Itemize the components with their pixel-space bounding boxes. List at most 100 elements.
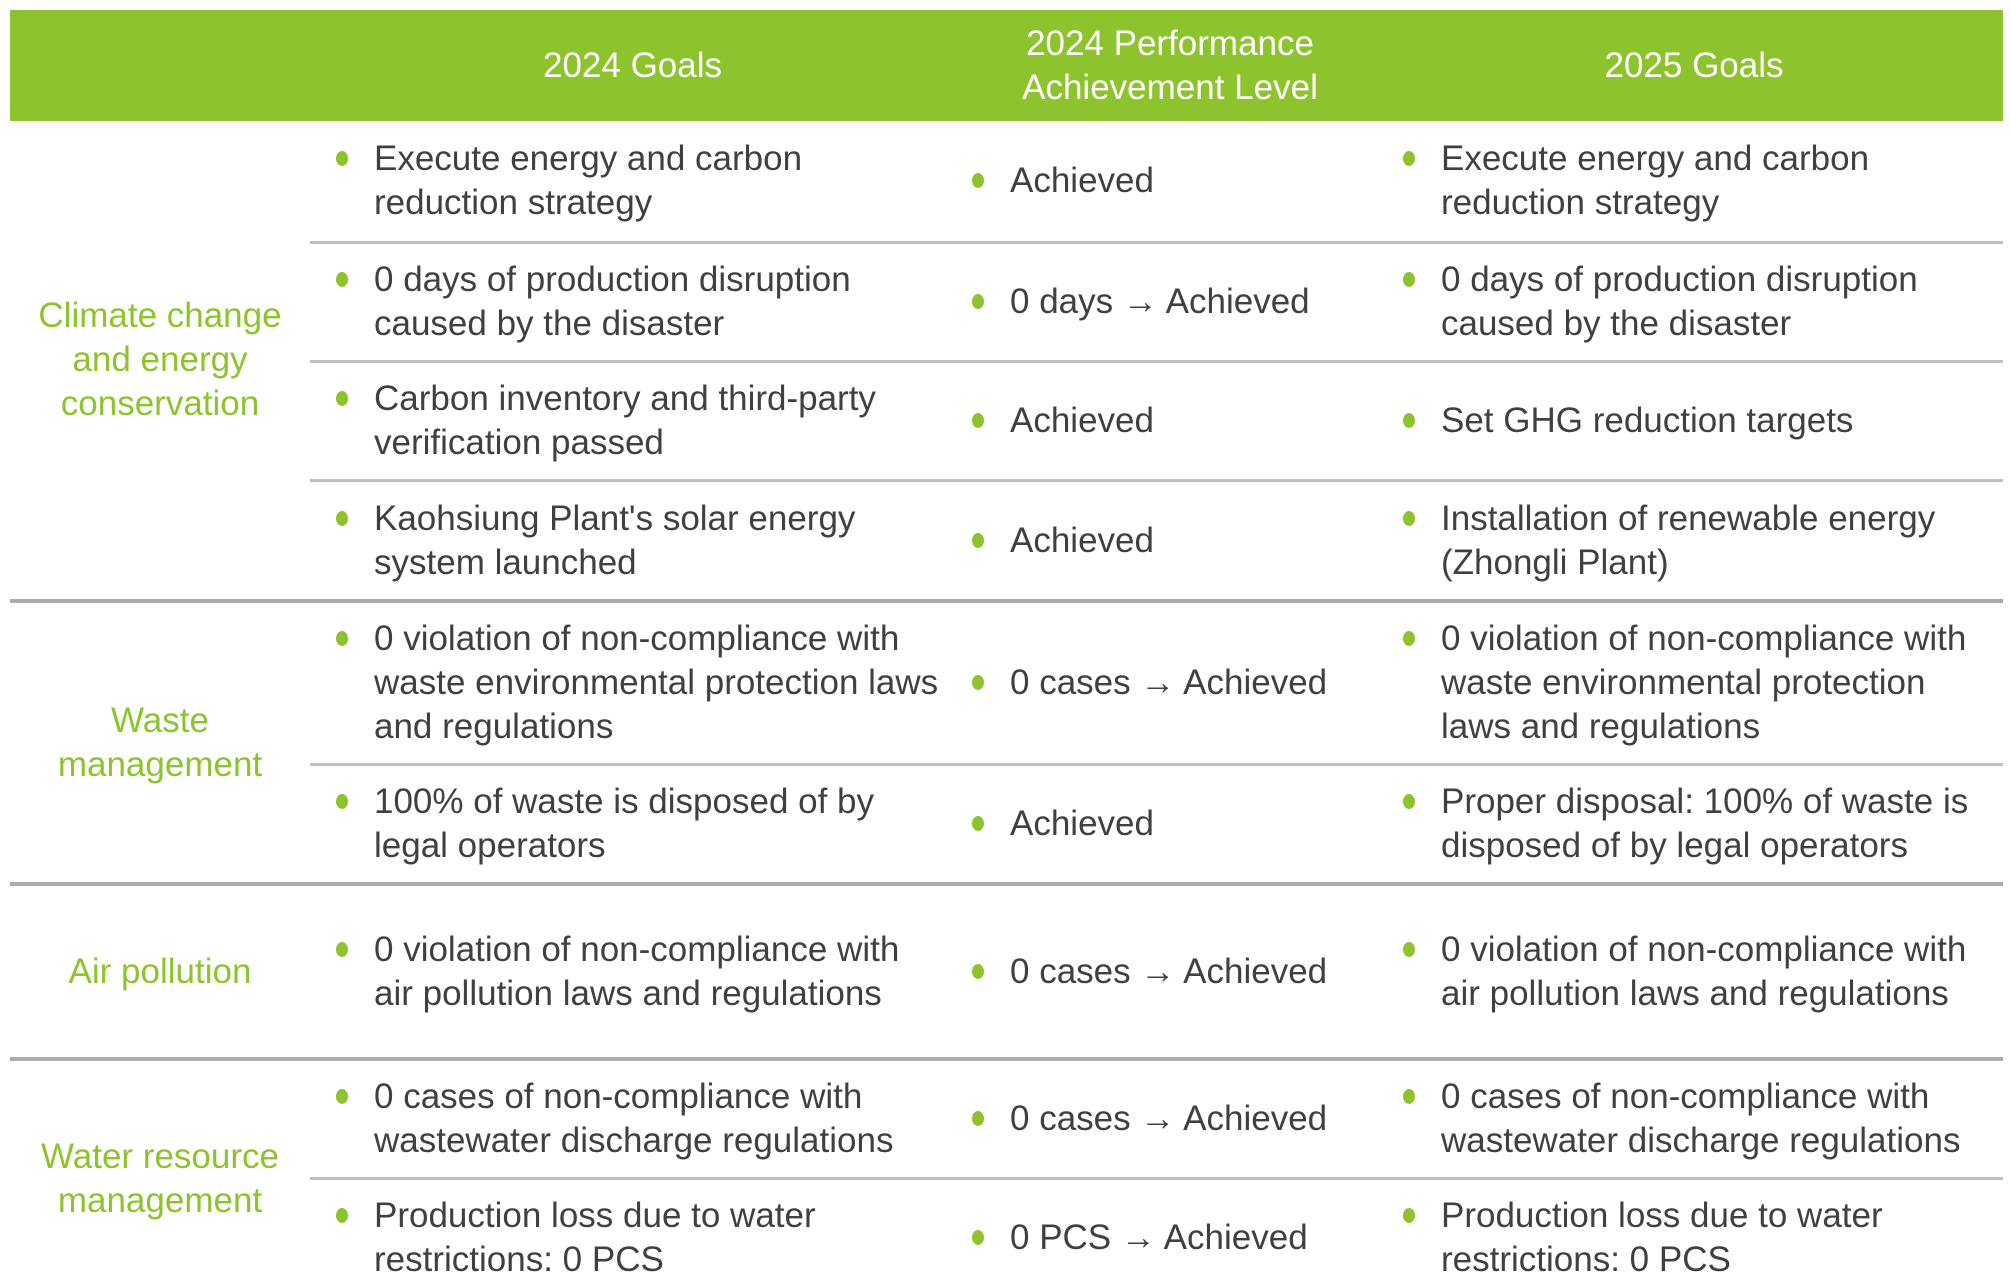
bullet-dot-icon bbox=[1403, 510, 1415, 526]
goal-2024-cell: 0 violation of non-compliance with waste… bbox=[310, 603, 955, 763]
category-label-water: Water resource management bbox=[41, 1136, 279, 1220]
goal-2025-cell: 0 days of production disruption caused b… bbox=[1385, 244, 2003, 360]
performance-cell: 0 cases → Achieved bbox=[955, 647, 1385, 719]
performance-cell: 0 cases → Achieved bbox=[955, 1083, 1385, 1155]
bullet-dot-icon bbox=[336, 1089, 348, 1104]
table-row: Carbon inventory and third-party verific… bbox=[310, 360, 2003, 479]
bullet-dot-icon bbox=[972, 963, 984, 979]
goal-2024-text: Execute energy and carbon reduction stra… bbox=[374, 139, 803, 222]
goal-2025-cell: 0 violation of non-compliance with air p… bbox=[1385, 914, 2003, 1030]
goal-2025-cell: Set GHG reduction targets bbox=[1385, 385, 2003, 457]
group-rows: 0 violation of non-compliance with air p… bbox=[310, 886, 2003, 1057]
category-label-climate: Climate change and energy conservation bbox=[38, 296, 282, 423]
bullet-dot-icon bbox=[336, 631, 348, 646]
goal-2025-text: Installation of renewable energy (Zhongl… bbox=[1441, 498, 1936, 582]
goal-2024-text: 100% of waste is disposed of by legal op… bbox=[374, 782, 875, 865]
goal-2025-text: Execute energy and carbon reduction stra… bbox=[1441, 139, 1870, 222]
performance-text: 0 cases → Achieved bbox=[1010, 663, 1328, 702]
esg-goals-table: 2024 Goals 2024 Performance Achievement … bbox=[10, 10, 2003, 1284]
goal-2024-text: 0 violation of non-compliance with waste… bbox=[374, 619, 939, 746]
bullet-dot-icon bbox=[336, 151, 348, 166]
performance-cell: Achieved bbox=[955, 505, 1385, 577]
bullet-dot-icon bbox=[1403, 794, 1415, 809]
goal-2025-text: Proper disposal: 100% of waste is dispos… bbox=[1441, 782, 1969, 865]
goal-2025-text: 0 cases of non-compliance with wastewate… bbox=[1441, 1077, 1961, 1160]
performance-text: 0 cases → Achieved bbox=[1010, 1099, 1328, 1138]
bullet-dot-icon bbox=[972, 816, 984, 831]
table-row: 0 violation of non-compliance with waste… bbox=[310, 603, 2003, 763]
table-row: 100% of waste is disposed of by legal op… bbox=[310, 763, 2003, 882]
bullet-dot-icon bbox=[336, 272, 348, 287]
table-row: 0 days of production disruption caused b… bbox=[310, 241, 2003, 360]
group-rows: Execute energy and carbon reduction stra… bbox=[310, 121, 2003, 599]
performance-cell: 0 days → Achieved bbox=[955, 266, 1385, 338]
header-category-cell bbox=[10, 10, 310, 121]
group-rows: 0 cases of non-compliance with wastewate… bbox=[310, 1061, 2003, 1284]
bullet-dot-icon bbox=[1403, 1208, 1415, 1223]
bullet-dot-icon bbox=[1403, 941, 1415, 957]
performance-cell: Achieved bbox=[955, 145, 1385, 217]
performance-cell: 0 PCS → Achieved bbox=[955, 1202, 1385, 1274]
bullet-dot-icon bbox=[1403, 151, 1415, 166]
goal-2024-text: Production loss due to water restriction… bbox=[374, 1196, 816, 1279]
bullet-dot-icon bbox=[972, 1111, 984, 1126]
bullet-dot-icon bbox=[336, 941, 348, 957]
goal-2025-cell: 0 violation of non-compliance with waste… bbox=[1385, 603, 2003, 763]
performance-text: Achieved bbox=[1010, 804, 1154, 843]
goal-2025-cell: 0 cases of non-compliance with wastewate… bbox=[1385, 1061, 2003, 1177]
header-2024-goals: 2024 Goals bbox=[542, 45, 723, 85]
bullet-dot-icon bbox=[336, 510, 348, 526]
performance-text: 0 cases → Achieved bbox=[1010, 951, 1328, 991]
goal-2025-cell: Installation of renewable energy (Zhongl… bbox=[1385, 483, 2003, 599]
performance-text: 0 PCS → Achieved bbox=[1010, 1218, 1308, 1257]
bullet-dot-icon bbox=[336, 1208, 348, 1223]
bullet-dot-icon bbox=[972, 294, 984, 309]
bullet-dot-icon bbox=[336, 391, 348, 406]
performance-cell: Achieved bbox=[955, 788, 1385, 860]
group-waste-management: Waste management 0 violation of non-comp… bbox=[10, 599, 2003, 882]
goal-2025-text: Set GHG reduction targets bbox=[1441, 401, 1854, 440]
bullet-dot-icon bbox=[972, 532, 984, 548]
group-rows: 0 violation of non-compliance with waste… bbox=[310, 603, 2003, 882]
goal-2025-text: Production loss due to water restriction… bbox=[1441, 1196, 1883, 1279]
group-water-resource: Water resource management 0 cases of non… bbox=[10, 1057, 2003, 1284]
performance-text: Achieved bbox=[1010, 161, 1154, 200]
goal-2024-cell: Carbon inventory and third-party verific… bbox=[310, 363, 955, 479]
bullet-dot-icon bbox=[972, 413, 984, 428]
bullet-dot-icon bbox=[1403, 413, 1415, 428]
goal-2024-cell: Execute energy and carbon reduction stra… bbox=[310, 123, 955, 239]
bullet-dot-icon bbox=[336, 794, 348, 809]
goal-2025-cell: Production loss due to water restriction… bbox=[1385, 1180, 2003, 1284]
bullet-dot-icon bbox=[972, 1230, 984, 1245]
goal-2024-cell: 100% of waste is disposed of by legal op… bbox=[310, 766, 955, 882]
performance-cell: 0 cases → Achieved bbox=[955, 936, 1385, 1008]
goal-2024-cell: 0 days of production disruption caused b… bbox=[310, 244, 955, 360]
bullet-dot-icon bbox=[1403, 631, 1415, 646]
group-air-pollution: Air pollution 0 violation of non-complia… bbox=[10, 882, 2003, 1057]
category-label-waste: Waste management bbox=[57, 700, 263, 784]
goal-2025-text: 0 violation of non-compliance with waste… bbox=[1441, 619, 1967, 746]
goal-2024-text: 0 cases of non-compliance with wastewate… bbox=[374, 1077, 894, 1160]
goal-2024-cell: Kaohsiung Plant's solar energy system la… bbox=[310, 483, 955, 599]
goal-2024-cell: Production loss due to water restriction… bbox=[310, 1180, 955, 1284]
goal-2025-cell: Execute energy and carbon reduction stra… bbox=[1385, 123, 2003, 239]
performance-cell: Achieved bbox=[955, 385, 1385, 457]
goal-2024-text: Kaohsiung Plant's solar energy system la… bbox=[374, 498, 856, 582]
table-row: 0 cases of non-compliance with wastewate… bbox=[310, 1061, 2003, 1177]
bullet-dot-icon bbox=[972, 675, 984, 690]
goal-2025-text: 0 violation of non-compliance with air p… bbox=[1441, 929, 1967, 1013]
table-header-row: 2024 Goals 2024 Performance Achievement … bbox=[10, 10, 2003, 121]
group-climate-change: Climate change and energy conservation E… bbox=[10, 121, 2003, 599]
table-row: Execute energy and carbon reduction stra… bbox=[310, 121, 2003, 241]
header-2024-performance: 2024 Performance Achievement Level bbox=[1022, 23, 1318, 107]
category-label-air: Air pollution bbox=[68, 951, 252, 991]
header-2025-goals: 2025 Goals bbox=[1604, 45, 1784, 85]
goal-2024-cell: 0 violation of non-compliance with air p… bbox=[310, 914, 955, 1030]
performance-text: Achieved bbox=[1010, 401, 1154, 440]
performance-text: 0 days → Achieved bbox=[1010, 282, 1310, 321]
goal-2025-cell: Proper disposal: 100% of waste is dispos… bbox=[1385, 766, 2003, 882]
bullet-dot-icon bbox=[972, 173, 984, 188]
table-row: Kaohsiung Plant's solar energy system la… bbox=[310, 479, 2003, 599]
table-row: Production loss due to water restriction… bbox=[310, 1177, 2003, 1284]
